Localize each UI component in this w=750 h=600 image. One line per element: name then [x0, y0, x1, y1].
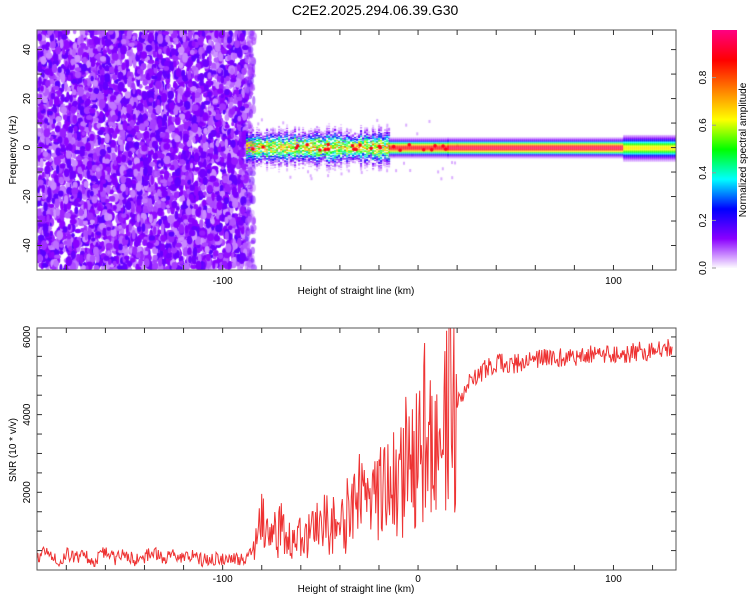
y-tick-label: 4000 — [22, 403, 33, 426]
y-tick-label: 20 — [22, 93, 33, 105]
x-tick-label: 100 — [605, 574, 622, 585]
x-tick-label: -100 — [213, 574, 233, 585]
colorbar-label: Normalized spectral amplitude — [738, 82, 749, 217]
figure-title: C2E2.2025.294.06.39.G30 — [291, 2, 459, 18]
spectrogram-frame — [36, 29, 677, 271]
x-tick-label: 0 — [415, 574, 421, 585]
y-tick-label: -40 — [22, 238, 33, 253]
colorbar-tick-label: 0.2 — [698, 213, 709, 227]
x-tick-label: -100 — [213, 276, 233, 287]
snr-axes: -100 0 100 2000 4000 6000 Height of straight … — [8, 325, 677, 595]
y-tick-label: -20 — [22, 189, 33, 204]
snr-xlabel: Height of straight line (km) — [298, 584, 415, 595]
spectrogram-xlabel: Height of straight line (km) — [298, 286, 415, 297]
colorbar-tick-label: 0.0 — [698, 261, 709, 275]
colorbar-tick-label: 0.8 — [698, 70, 709, 84]
spectrogram-heatmap — [37, 30, 676, 270]
colorbar-tick-label: 0.6 — [698, 118, 709, 132]
y-tick-label: 0 — [22, 144, 33, 150]
spectrogram-axes: -100 100 -40 -20 0 20 40 Height of straight li… — [8, 29, 677, 297]
y-tick-label: 6000 — [22, 325, 33, 348]
snr-series-line — [36, 327, 673, 568]
snr-frame — [36, 327, 677, 571]
x-tick-label: 100 — [605, 276, 622, 287]
y-tick-label: 2000 — [22, 481, 33, 504]
snr-ylabel: SNR (10 * v/v) — [8, 418, 19, 482]
colorbar: 0.0 0.2 0.4 0.6 0.8 Normalized spectral ampl… — [698, 70, 749, 275]
y-tick-label: 40 — [22, 44, 33, 56]
colorbar-gradient — [712, 30, 737, 268]
colorbar-tick-label: 0.4 — [698, 165, 709, 179]
spectrogram-ylabel: Frequency (Hz) — [8, 116, 19, 185]
